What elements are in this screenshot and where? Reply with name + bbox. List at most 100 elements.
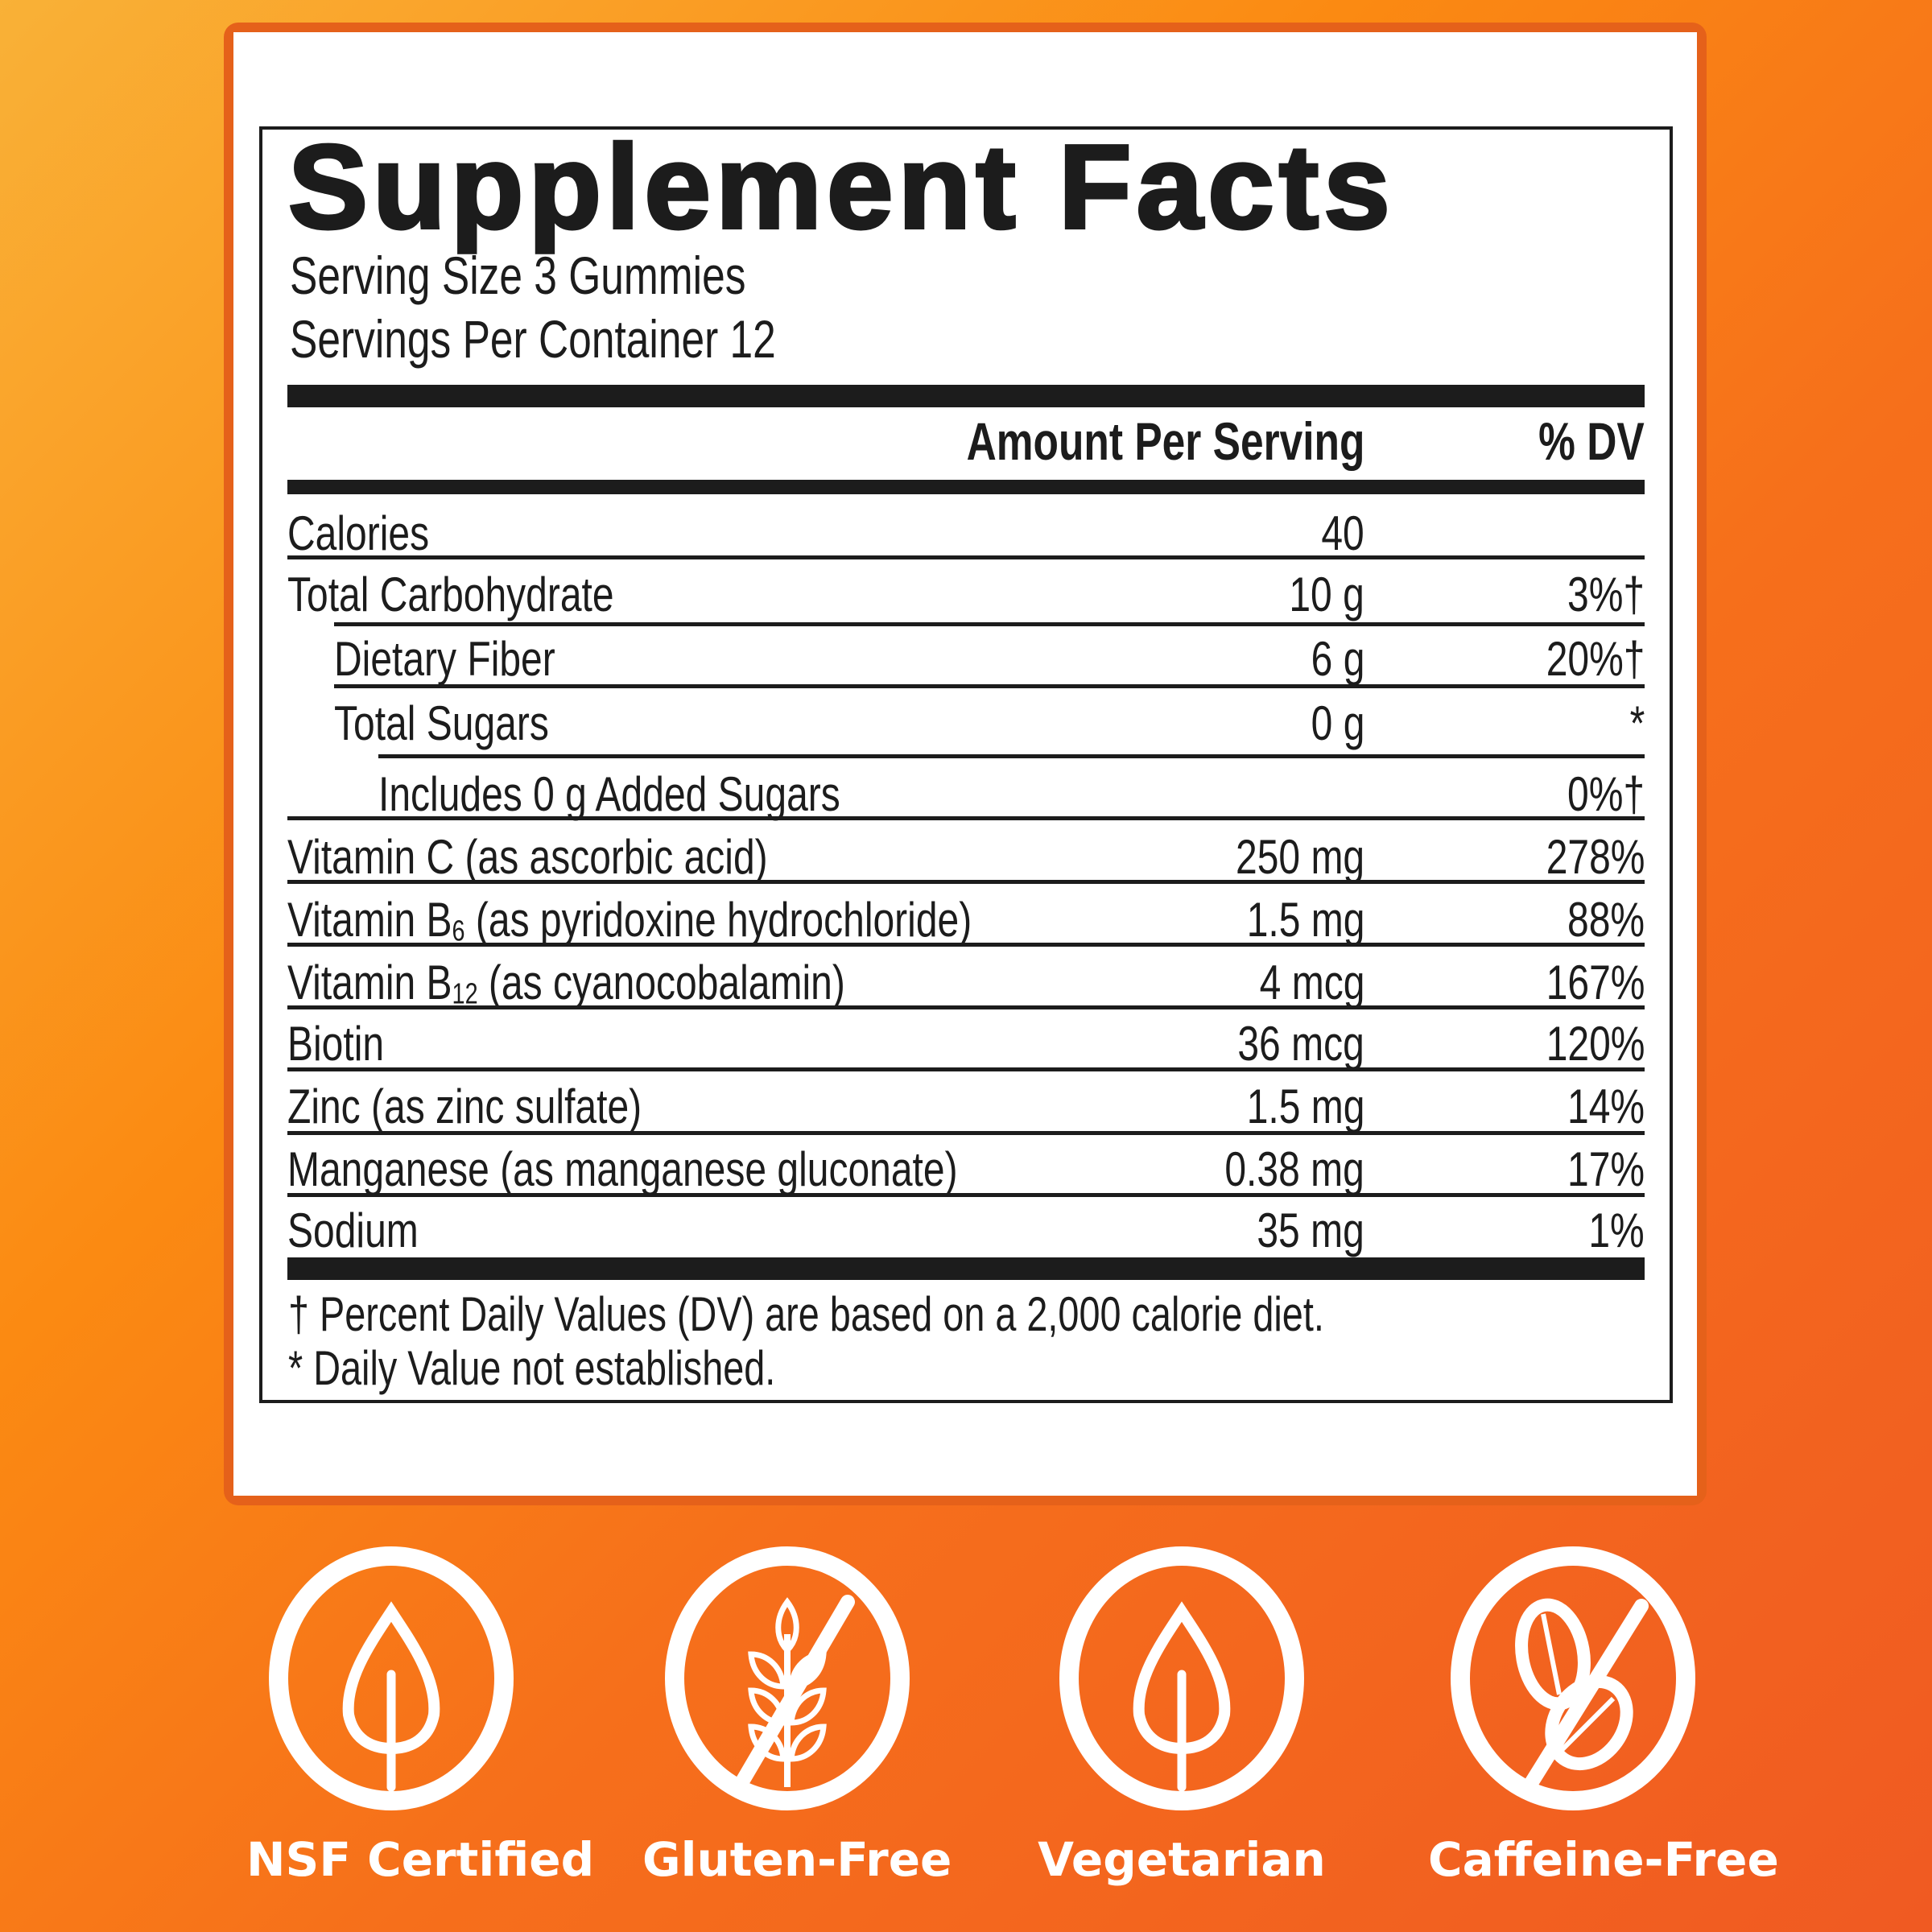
nutrient-amount-text: 1.5 mg bbox=[1246, 1080, 1364, 1133]
nutrient-name: Includes 0 g Added Sugars bbox=[378, 766, 956, 822]
badge-label: NSF Certified bbox=[246, 1832, 595, 1887]
row-divider bbox=[287, 1005, 1645, 1009]
nutrient-row: Biotin 36 mcg 120% bbox=[0, 1009, 1932, 1072]
thick-divider-header bbox=[287, 480, 1645, 494]
nutrient-name: Sodium bbox=[287, 1203, 451, 1258]
nutrient-name-text: Includes 0 g Added Sugars bbox=[378, 767, 840, 821]
supplement-facts-title: Supplement Facts bbox=[287, 119, 1893, 256]
nutrient-amount: 0 g bbox=[1298, 696, 1364, 751]
no-wheat-icon bbox=[665, 1546, 910, 1810]
nutrient-row: Sodium 35 mg 1% bbox=[0, 1196, 1932, 1259]
nutrient-amount-text: 6 g bbox=[1311, 632, 1364, 686]
nutrient-name: Vitamin B12 (as cyanocobalamin) bbox=[287, 955, 985, 1010]
badge-label: Vegetarian bbox=[1038, 1832, 1326, 1887]
nutrient-row: Vitamin C (as ascorbic acid) 250 mg 278% bbox=[0, 823, 1932, 886]
servings-per-container: Servings Per Container 12 bbox=[290, 308, 913, 369]
nutrient-amount: 6 g bbox=[1298, 631, 1364, 687]
supplement-facts-panel bbox=[259, 126, 1673, 1403]
thick-divider-top bbox=[287, 385, 1645, 407]
nutrient-dv-text: 3%† bbox=[1567, 568, 1645, 621]
nutrient-row: Vitamin B12 (as cyanocobalamin) 4 mcg 167% bbox=[0, 948, 1932, 1011]
nutrient-name: Biotin bbox=[287, 1016, 408, 1071]
nutrient-row: Total Sugars 0 g * bbox=[0, 689, 1932, 752]
nutrient-name-text: Dietary Fiber bbox=[334, 632, 555, 686]
badge-gluten-free: Gluten-Free bbox=[642, 1546, 952, 1887]
nutrient-name: Manganese (as manganese gluconate) bbox=[287, 1141, 1125, 1197]
nutrient-amount: 10 g bbox=[1270, 567, 1364, 622]
badges-row: NSF Certified Gluten-Free Vegetarian bbox=[0, 1546, 1932, 1932]
nutrient-dv: 1% bbox=[1575, 1203, 1645, 1258]
nutrient-amount: 1.5 mg bbox=[1217, 892, 1364, 947]
thick-divider-bottom bbox=[287, 1257, 1645, 1280]
nutrient-amount-text: 0.38 mg bbox=[1224, 1142, 1364, 1196]
header-dv: % DV bbox=[1509, 411, 1645, 472]
nutrient-dv-text: 1% bbox=[1588, 1203, 1645, 1257]
footnote-star: * Daily Value not established. bbox=[288, 1340, 913, 1396]
nutrient-name: Total Carbohydrate bbox=[287, 567, 696, 622]
nutrient-amount: 4 mcg bbox=[1233, 955, 1364, 1010]
nutrient-name-text: Vitamin B12 (as cyanocobalamin) bbox=[287, 955, 845, 1010]
nutrient-row: Dietary Fiber 6 g 20%† bbox=[0, 625, 1932, 687]
nutrient-name-text: Manganese (as manganese gluconate) bbox=[287, 1142, 958, 1196]
title-text: Supplement Facts bbox=[287, 119, 1395, 255]
row-divider bbox=[287, 1067, 1645, 1071]
header-dv-text: % DV bbox=[1538, 411, 1645, 471]
nutrient-amount: 0.38 mg bbox=[1190, 1141, 1364, 1197]
nutrient-name: Vitamin B6 (as pyridoxine hydrochloride) bbox=[287, 892, 1143, 947]
nutrient-amount-text: 36 mcg bbox=[1237, 1017, 1364, 1071]
nutrient-name-prefix: Vitamin B bbox=[287, 893, 452, 947]
footnote-star-text: * Daily Value not established. bbox=[288, 1341, 776, 1395]
nutrient-name-subscript: 6 bbox=[452, 914, 465, 947]
nutrient-dv: 0%† bbox=[1548, 766, 1645, 822]
nutrient-amount: 40 bbox=[1311, 506, 1364, 561]
nutrient-dv-text: 88% bbox=[1567, 893, 1645, 947]
leaf-circle-icon bbox=[1059, 1546, 1304, 1810]
nutrient-row: Manganese (as manganese gluconate) 0.38 m… bbox=[0, 1135, 1932, 1198]
nutrient-amount-text: 1.5 mg bbox=[1246, 893, 1364, 947]
nutrient-name: Calories bbox=[287, 506, 464, 561]
row-divider bbox=[334, 622, 1645, 626]
nutrient-amount-text: 250 mg bbox=[1235, 830, 1364, 884]
serving-size-text: Serving Size 3 Gummies bbox=[290, 246, 746, 305]
row-divider bbox=[334, 684, 1645, 688]
nutrient-name-prefix: Vitamin B bbox=[287, 956, 452, 1009]
nutrient-dv: 20%† bbox=[1521, 631, 1645, 687]
nutrient-name-suffix: (as cyanocobalamin) bbox=[477, 956, 845, 1009]
nutrient-dv-text: 14% bbox=[1567, 1080, 1645, 1133]
nutrient-dv: 88% bbox=[1548, 892, 1645, 947]
nutrient-dv: 278% bbox=[1521, 829, 1645, 885]
nutrient-row: Vitamin B6 (as pyridoxine hydrochloride)… bbox=[0, 886, 1932, 948]
nutrient-row: Zinc (as zinc sulfate) 1.5 mg 14% bbox=[0, 1072, 1932, 1135]
badge-vegetarian: Vegetarian bbox=[1037, 1546, 1327, 1887]
nutrient-dv: 14% bbox=[1548, 1079, 1645, 1134]
nutrient-amount-text: 10 g bbox=[1289, 568, 1364, 621]
badge-label: Caffeine-Free bbox=[1428, 1832, 1779, 1887]
nutrient-amount: 250 mg bbox=[1203, 829, 1364, 885]
nutrient-dv-text: 17% bbox=[1567, 1142, 1645, 1196]
badge-label: Gluten-Free bbox=[642, 1832, 952, 1887]
nutrient-name-text: Biotin bbox=[287, 1017, 385, 1071]
row-divider bbox=[287, 1193, 1645, 1197]
nutrient-amount-text: 0 g bbox=[1311, 696, 1364, 750]
nutrient-dv-text: * bbox=[1629, 696, 1645, 750]
nutrient-name: Vitamin C (as ascorbic acid) bbox=[287, 829, 888, 885]
nutrient-name-text: Calories bbox=[287, 506, 430, 560]
nutrient-name-subscript: 12 bbox=[452, 976, 478, 1010]
badge-nsf-certified: NSF Certified bbox=[246, 1546, 595, 1887]
nutrient-name: Total Sugars bbox=[334, 696, 603, 751]
nutrient-name-suffix: (as pyridoxine hydrochloride) bbox=[464, 893, 972, 947]
nutrient-dv-text: 167% bbox=[1546, 956, 1645, 1009]
row-divider bbox=[287, 816, 1645, 820]
nutrient-name-text: Total Carbohydrate bbox=[287, 568, 614, 621]
nutrient-row: Total Carbohydrate 10 g 3%† bbox=[0, 560, 1932, 623]
servings-per-container-text: Servings Per Container 12 bbox=[290, 309, 776, 369]
nutrient-dv: 17% bbox=[1548, 1141, 1645, 1197]
nutrient-dv-text: 120% bbox=[1546, 1017, 1645, 1071]
footnote-dagger-text: † Percent Daily Values (DV) are based on… bbox=[288, 1287, 1324, 1341]
nutrient-amount: 36 mcg bbox=[1206, 1016, 1364, 1071]
nutrient-dv-text: 278% bbox=[1546, 830, 1645, 884]
header-amount-per-serving: Amount Per Serving bbox=[854, 411, 1364, 472]
nutrient-dv: 3%† bbox=[1548, 567, 1645, 622]
footnote-dagger: † Percent Daily Values (DV) are based on… bbox=[288, 1286, 1616, 1342]
nutrient-dv: 120% bbox=[1521, 1016, 1645, 1071]
